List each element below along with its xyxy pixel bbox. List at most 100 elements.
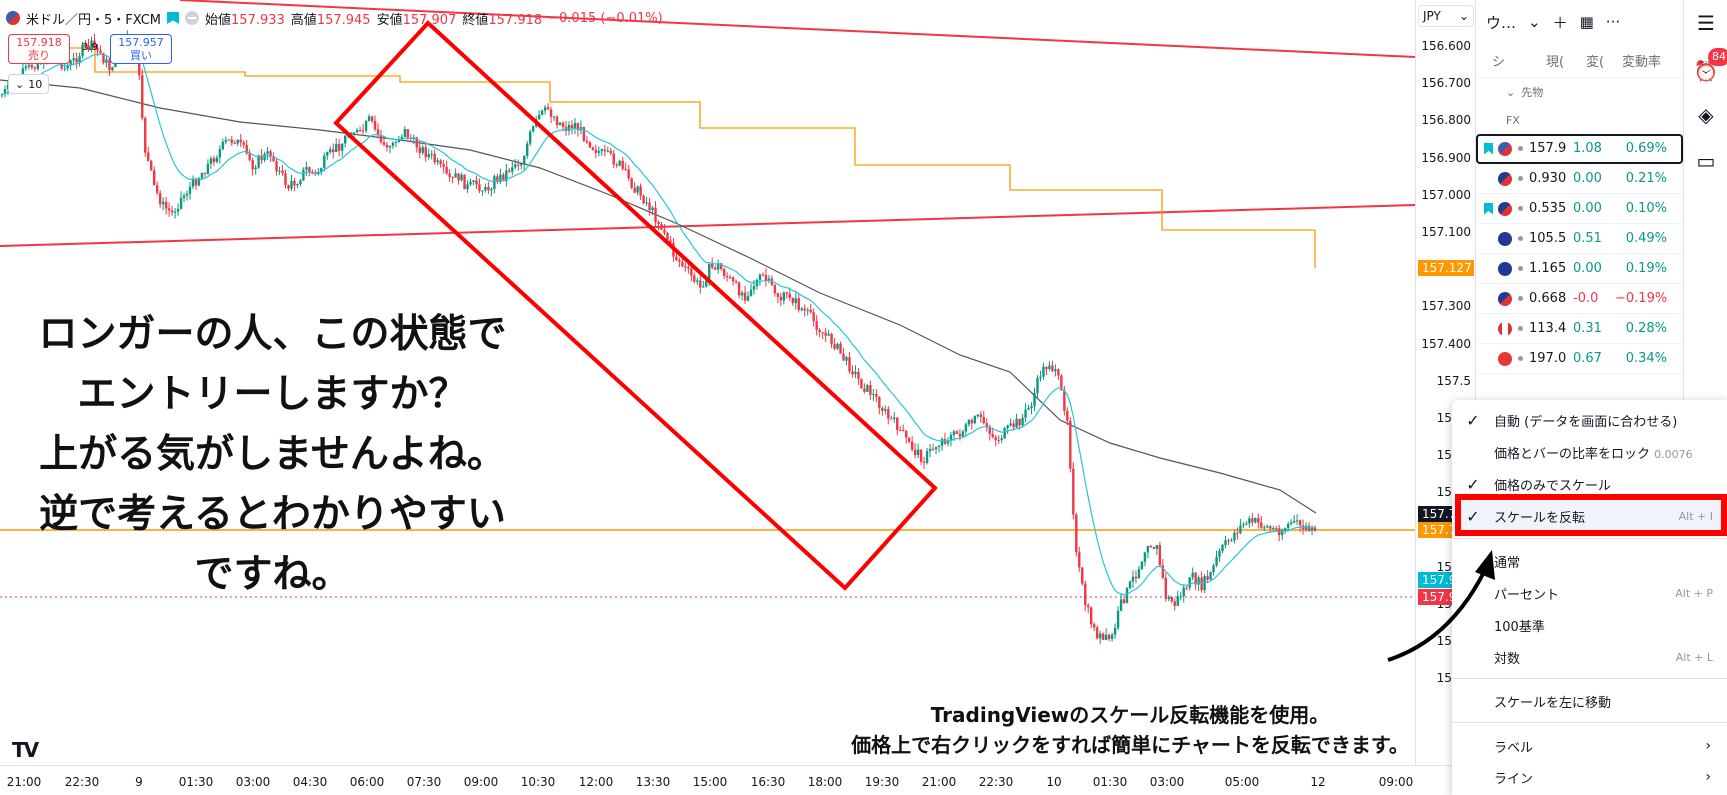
menu-item-indexed-100[interactable]: 100基準 — [1452, 610, 1727, 640]
candle-body — [690, 268, 693, 276]
watchlist-row[interactable]: 197.0 0.67 0.34% — [1476, 344, 1683, 374]
watchlist-row[interactable]: 113.4 0.31 0.28% — [1476, 314, 1683, 344]
time-tick-label: 16:30 — [750, 775, 786, 789]
candle-body — [200, 172, 204, 179]
time-tick-label: 07:30 — [406, 775, 442, 789]
section-futures[interactable]: ⌄ 先物 — [1476, 78, 1683, 106]
candle-body — [552, 116, 556, 118]
candle-body — [1230, 540, 1233, 542]
candle-body — [421, 147, 424, 153]
candle-body — [597, 151, 601, 153]
au-flag-icon — [1498, 231, 1512, 246]
candle-body — [484, 186, 487, 191]
candle-body — [1283, 528, 1287, 531]
chat-icon[interactable]: ▭ — [1696, 149, 1716, 173]
symbol-title[interactable]: 米ドル／円・5・FXCM — [26, 12, 162, 28]
candle-body — [558, 122, 562, 125]
menu-item-move-scale-left[interactable]: スケールを左に移動 — [1452, 686, 1727, 716]
column-symbol[interactable]: シ — [1492, 55, 1506, 70]
hide-values-icon[interactable] — [185, 11, 200, 25]
watchlist-columns: シ 現( 変( 変動率 — [1476, 44, 1683, 78]
candle-body — [878, 396, 881, 408]
watchlist-row[interactable]: 157.9 1.08 0.69% — [1476, 134, 1683, 164]
layers-icon[interactable]: ◈ — [1698, 103, 1714, 127]
price-tick-label: 157.400 — [1421, 336, 1471, 351]
chevron-down-icon[interactable]: ⌄ — [1528, 13, 1541, 31]
candle-body — [824, 332, 827, 336]
menu-item-log[interactable]: 対数 Alt + L — [1452, 642, 1727, 672]
candle-body — [716, 263, 720, 270]
chart-canvas[interactable] — [0, 0, 1415, 765]
candle-body — [152, 170, 156, 186]
time-tick-label: 09:00 — [1378, 775, 1414, 789]
watchlist-row[interactable]: 0.668 -0.0 −0.19% — [1476, 284, 1683, 314]
status-dot — [1518, 236, 1523, 241]
indicator-collapse-button[interactable]: ⌄ 10 — [8, 74, 50, 94]
trendline-middle[interactable] — [0, 204, 1415, 247]
menu-item-lock-ratio[interactable]: 価格とバーの比率をロック 0.0076 — [1452, 437, 1727, 467]
candle-body — [349, 132, 353, 135]
candle-body — [36, 61, 40, 69]
table-icon[interactable]: ▦ — [1579, 13, 1594, 31]
buy-button[interactable]: 157.957 買い — [110, 34, 172, 64]
watchlist-row[interactable]: 0.535 0.00 0.10% — [1476, 194, 1683, 224]
watchlist-name[interactable]: ウ… — [1486, 13, 1517, 32]
candle-body — [624, 168, 627, 170]
candle-body — [687, 266, 690, 269]
candle-body — [902, 430, 905, 432]
menu-item-percent[interactable]: パーセント Alt + P — [1452, 578, 1727, 608]
candle-body — [1107, 634, 1111, 639]
trendline-upper[interactable] — [179, 0, 1415, 58]
watchlist-row[interactable]: 0.930 0.00 0.21% — [1476, 164, 1683, 194]
watchlist-icon[interactable]: ☰ — [1697, 11, 1715, 35]
add-symbol-icon[interactable]: ＋ — [1552, 13, 1568, 32]
more-icon[interactable]: ··· — [1605, 13, 1621, 31]
column-change[interactable]: 変( — [1586, 55, 1605, 70]
highlight-rectangle[interactable] — [333, 20, 938, 591]
column-change-pct[interactable]: 変動率 — [1622, 55, 1662, 70]
candle-body — [1161, 565, 1165, 578]
bookmark-icon[interactable] — [167, 12, 180, 24]
section-fx[interactable]: FX — [1476, 106, 1683, 134]
candle-body — [1266, 526, 1269, 528]
caption-line: TradingViewのスケール反転機能を使用。 — [930, 703, 1330, 727]
menu-item-auto-fit[interactable]: ✓ 自動 (データを画面に合わせる) — [1452, 405, 1727, 435]
time-tick-label: 21:00 — [921, 775, 957, 789]
menu-divider — [1452, 722, 1727, 723]
menu-item-labels[interactable]: ラベル › — [1452, 731, 1727, 761]
tradingview-logo-icon[interactable]: TV — [12, 738, 39, 762]
watchlist-row[interactable]: 105.5 0.51 0.49% — [1476, 224, 1683, 254]
time-tick-label: 01:30 — [1092, 775, 1128, 789]
menu-item-regular[interactable]: 通常 — [1452, 546, 1727, 576]
menu-label: パーセント — [1494, 587, 1560, 603]
menu-item-price-only-scale[interactable]: ✓ 価格のみでスケール — [1452, 469, 1727, 499]
candle-body — [508, 170, 511, 172]
candle-body — [463, 174, 466, 190]
watchlist-row[interactable]: 1.165 0.00 0.19% — [1476, 254, 1683, 284]
candle-body — [916, 449, 920, 455]
candle-body — [896, 417, 899, 430]
candle-body — [1140, 561, 1144, 569]
candle-body — [967, 420, 971, 425]
column-last[interactable]: 現( — [1546, 55, 1565, 70]
sell-button[interactable]: 157.918 売り — [8, 34, 70, 64]
candle-body — [370, 116, 374, 122]
candle-body — [1233, 532, 1236, 541]
price-chart[interactable] — [0, 0, 1415, 765]
candle-body — [827, 333, 830, 336]
candle-body — [758, 274, 762, 280]
candle-body — [714, 267, 717, 270]
time-axis[interactable]: 21:00 22:30 9 01:30 03:00 04:30 06:00 07:30 09:0… — [0, 765, 1475, 795]
menu-label: 通常 — [1494, 555, 1521, 571]
menu-item-invert-scale[interactable]: ✓ スケールを反転 Alt + I — [1452, 501, 1727, 531]
candle-body — [1191, 572, 1194, 578]
currency-select[interactable]: JPY ⌄ — [1418, 5, 1474, 27]
menu-item-lines[interactable]: ライン › — [1452, 762, 1727, 792]
candle-body — [588, 142, 592, 148]
candle-body — [451, 177, 454, 179]
candle-body — [227, 139, 230, 141]
menu-label: スケールを反転 — [1494, 510, 1586, 526]
candle-body — [1164, 577, 1168, 599]
change-pct: 0.28% — [1625, 321, 1667, 336]
candle-body — [848, 357, 851, 372]
